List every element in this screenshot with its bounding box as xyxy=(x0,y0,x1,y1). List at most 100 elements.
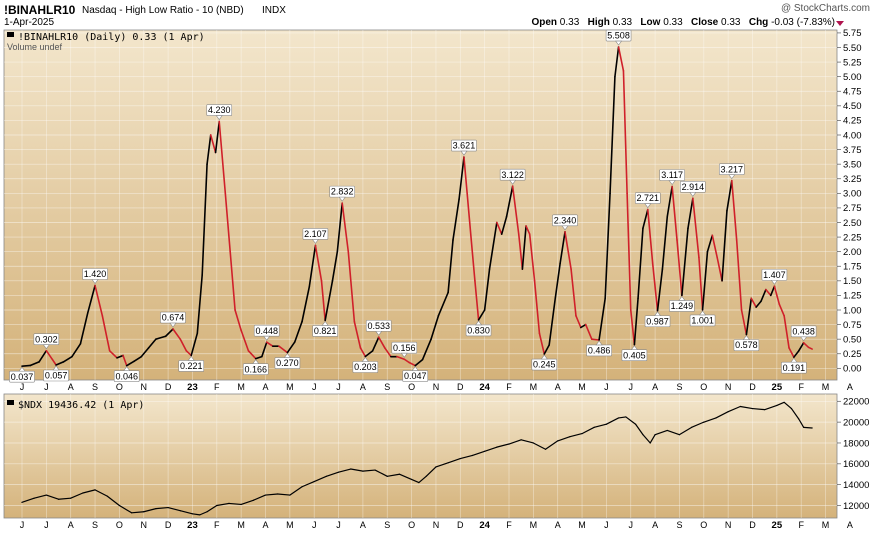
annotation-label: 1.420 xyxy=(84,269,107,279)
ratio-series-segment xyxy=(286,341,296,354)
ratio-series-segment xyxy=(224,192,231,253)
ndx-series-segment xyxy=(435,462,449,468)
ratio-y-tick-label: 5.25 xyxy=(843,57,862,68)
ratio-month-label: A xyxy=(360,382,366,392)
ndx-month-label: D xyxy=(165,520,172,530)
ndx-month-label: O xyxy=(116,520,123,530)
ratio-series-segment xyxy=(622,70,628,195)
ratio-series-segment xyxy=(38,349,48,363)
ndx-y-tick-label: 14000 xyxy=(843,480,869,491)
ndx-series-segment xyxy=(654,429,668,436)
symbol-title: !BINAHLR10 xyxy=(4,3,76,17)
ratio-series-segment xyxy=(716,256,723,282)
annotation-pointer xyxy=(52,365,60,371)
ratio-series-segment xyxy=(681,227,689,297)
ratio-series-segment xyxy=(254,355,263,360)
ratio-series-segment xyxy=(101,315,111,352)
annotation-label: 3.117 xyxy=(661,170,683,180)
annotation-pointer xyxy=(311,239,320,244)
ratio-series-segment xyxy=(421,338,432,361)
annotation-label: 0.438 xyxy=(792,326,815,336)
ratio-month-label: D xyxy=(165,382,172,392)
ratio-series-segment xyxy=(548,297,557,346)
ratio-y-tick-label: 2.50 xyxy=(843,218,862,229)
ratio-series-segment xyxy=(701,250,709,311)
ndx-series-segment xyxy=(496,443,510,448)
ratio-month-label: O xyxy=(408,382,415,392)
ratio-series-segment xyxy=(29,361,40,367)
ndx-series-segment xyxy=(593,423,608,428)
ndx-series-segment xyxy=(484,446,498,452)
ratio-series-segment xyxy=(778,303,785,317)
annotation-pointer xyxy=(689,192,697,197)
ratio-y-tick-label: 4.25 xyxy=(843,116,862,127)
ratio-legend-swatch xyxy=(7,32,14,37)
ndx-series-segment xyxy=(301,480,315,488)
ratio-series-segment xyxy=(633,297,639,346)
ndx-series-segment xyxy=(252,494,267,501)
ndx-month-label: S xyxy=(92,520,98,530)
ndx-y-tick-label: 16000 xyxy=(843,459,869,470)
ndx-month-label: D xyxy=(749,520,756,530)
ndx-month-label: N xyxy=(433,520,440,530)
ndx-month-label: O xyxy=(700,520,707,530)
ndx-series-segment xyxy=(798,418,805,428)
ndx-series-segment xyxy=(386,473,401,477)
ratio-series-segment xyxy=(687,197,694,230)
ndx-series-segment xyxy=(790,407,800,420)
ratio-series-segment xyxy=(140,347,150,358)
annotation-pointer xyxy=(263,335,271,341)
ratio-y-tick-label: 1.75 xyxy=(843,262,862,273)
ndx-month-label: S xyxy=(676,520,682,530)
open-value: 0.33 xyxy=(559,17,580,28)
ratio-month-label: A xyxy=(262,382,268,392)
ratio-series-segment xyxy=(172,328,182,340)
ratio-month-label: A xyxy=(652,382,658,392)
ndx-series-segment xyxy=(678,426,693,436)
ratio-month-label: M xyxy=(822,382,830,392)
annotation-pointer xyxy=(742,335,751,340)
ratio-month-label: J xyxy=(629,382,634,392)
ndx-y-tick-label: 20000 xyxy=(843,417,869,428)
ratio-month-label: O xyxy=(700,382,707,392)
ratio-y-tick-label: 3.25 xyxy=(843,174,862,185)
ndx-series-segment xyxy=(264,493,279,496)
annotation-pointer xyxy=(595,340,603,346)
ratio-y-tick-label: 1.25 xyxy=(843,291,862,302)
ratio-series-segment xyxy=(706,234,714,253)
ratio-series-segment xyxy=(116,354,124,359)
ratio-series-segment xyxy=(122,354,128,367)
ratio-series-segment xyxy=(201,163,208,276)
annotation-label: 3.621 xyxy=(453,141,476,151)
annotation-label: 0.047 xyxy=(404,371,427,381)
annotation-label: 0.987 xyxy=(646,316,669,326)
ratio-series-segment xyxy=(51,358,57,366)
annotation-label: 0.203 xyxy=(354,362,377,372)
annotation-pointer xyxy=(790,357,798,363)
ratio-series-segment xyxy=(570,268,577,317)
ratio-series-segment xyxy=(543,344,550,355)
ndx-series-segment xyxy=(199,511,208,516)
ratio-series-segment xyxy=(247,350,257,360)
ndx-series-segment xyxy=(617,416,627,419)
ndx-series-segment xyxy=(544,440,559,450)
ratio-series-segment xyxy=(521,225,527,270)
ndx-series-segment xyxy=(425,466,437,477)
ratio-month-label: S xyxy=(384,382,390,392)
ratio-y-tick-label: 2.75 xyxy=(843,203,862,214)
ratio-y-tick-label: 5.75 xyxy=(843,28,862,39)
quote-date: 1-Apr-2025 xyxy=(4,17,55,28)
ratio-series-segment xyxy=(726,179,733,212)
ratio-series-segment xyxy=(661,215,669,270)
annotation-label: 0.156 xyxy=(393,343,416,353)
ratio-y-tick-label: 4.50 xyxy=(843,101,862,112)
ratio-series-segment xyxy=(308,244,317,288)
ratio-series-segment xyxy=(324,280,334,322)
ndx-series-segment xyxy=(350,468,364,472)
ndx-series-segment xyxy=(398,473,413,481)
ratio-month-label: M xyxy=(578,382,586,392)
ratio-series-segment xyxy=(86,284,96,314)
ndx-series-segment xyxy=(94,489,108,497)
ratio-month-label: F xyxy=(214,382,220,392)
ratio-series-segment xyxy=(788,347,795,358)
